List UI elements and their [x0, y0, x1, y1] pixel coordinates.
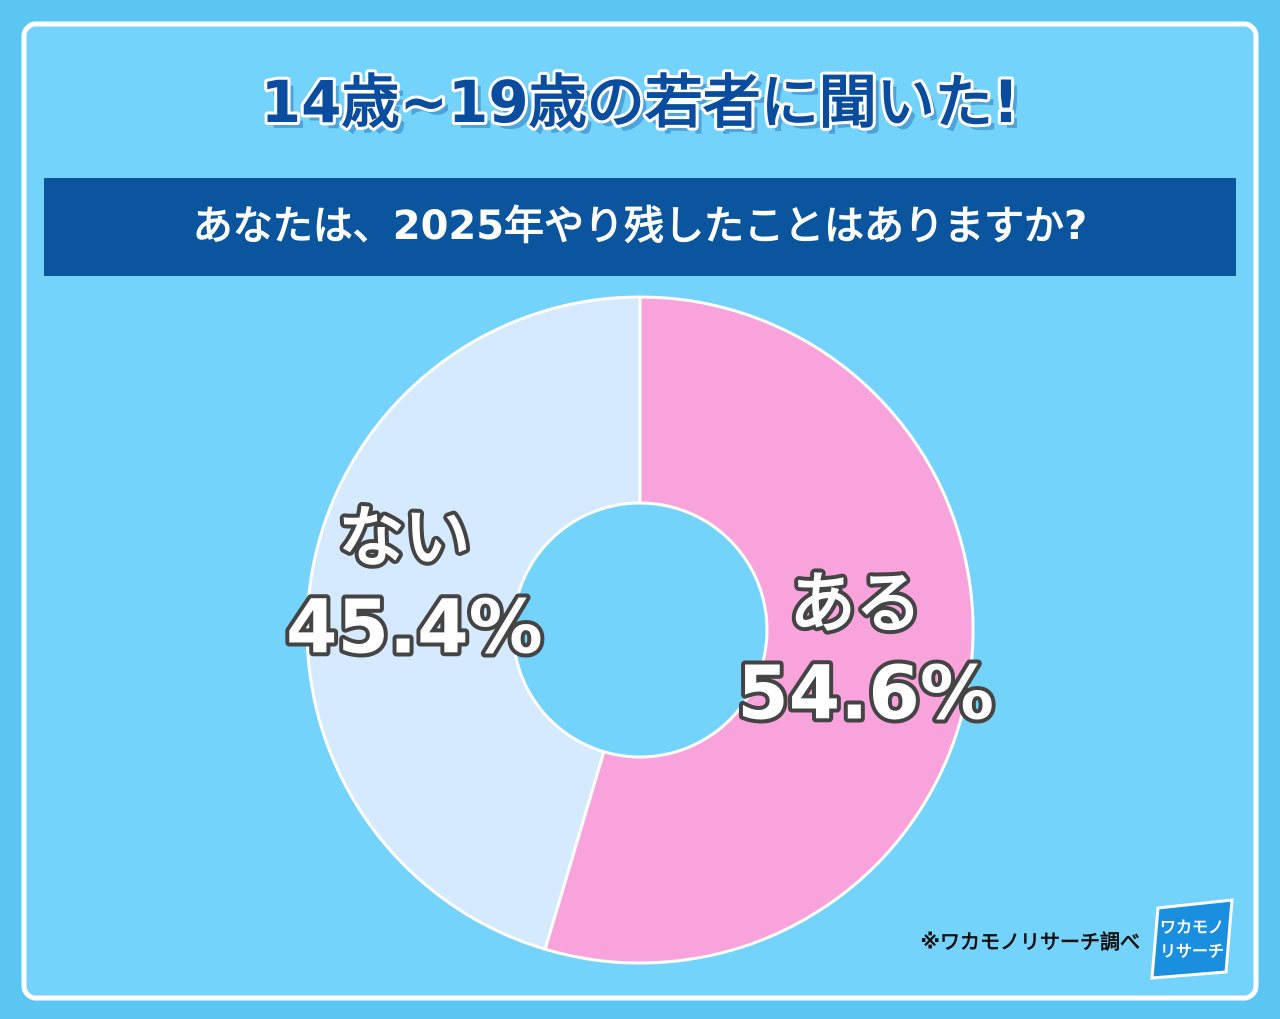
- logo-badge: [1150, 898, 1234, 980]
- source-note: ※ワカモノリサーチ調べ: [921, 930, 1140, 954]
- donut-slice: [543, 295, 975, 965]
- logo: ワカモノ リサーチ: [1150, 898, 1234, 980]
- donut: ある 54.6% ない 45.4%: [282, 295, 998, 965]
- subtitle-bar: [44, 178, 1236, 276]
- chart-title: 14歳~19歳の若者に聞いた!: [261, 68, 1019, 136]
- slice-value-label: 54.6%: [737, 650, 994, 736]
- logo-text: リサーチ: [1160, 942, 1224, 961]
- donut-slice: [305, 295, 642, 952]
- slice-value-label: 45.4%: [286, 585, 543, 671]
- logo-text: ワカモノ: [1160, 918, 1224, 937]
- title-shadow: 14歳~19歳の若者に聞いた!: [267, 74, 1025, 142]
- chart-subtitle: あなたは、2025年やり残したことはありますか?: [193, 203, 1088, 249]
- slice-category: ない: [338, 499, 470, 576]
- slice-category: ある: [790, 565, 922, 642]
